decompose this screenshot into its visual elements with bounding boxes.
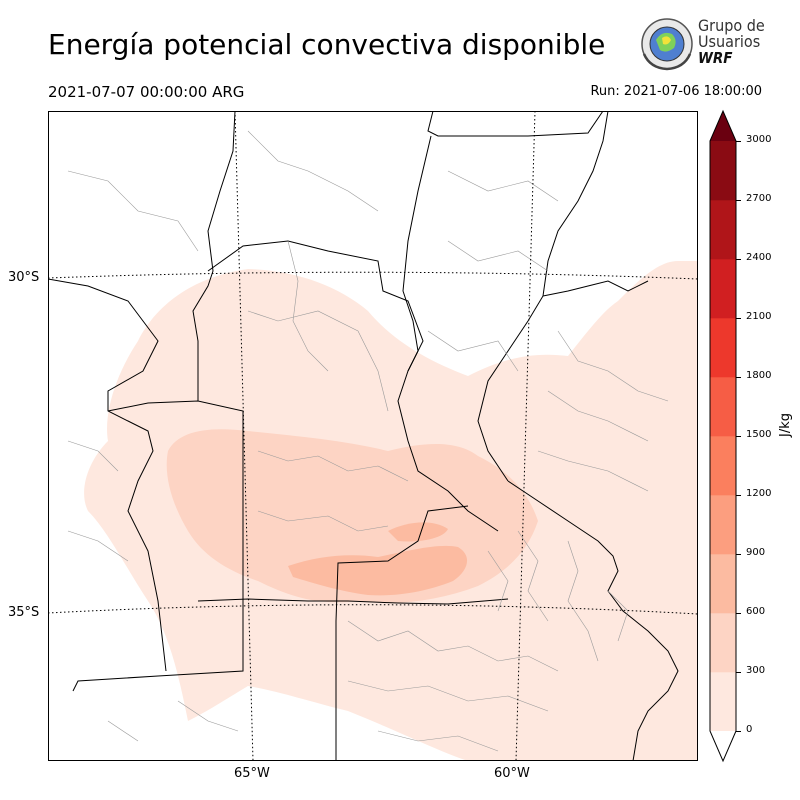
- province-boundary: [72, 400, 244, 692]
- lon-line-65w: [234, 111, 254, 761]
- colorbar-tick-label: 1800: [746, 370, 772, 381]
- colorbar-tick-mark: [736, 435, 741, 437]
- colorbar-tick-mark: [736, 730, 741, 732]
- colorbar-tick-label: 1500: [746, 429, 772, 440]
- province-boundary: [207, 240, 499, 532]
- colorbar-under-arrow: [710, 731, 736, 761]
- colorbar-tick-label: 0: [746, 724, 753, 735]
- colorbar-tick-mark: [736, 376, 741, 378]
- department-boundary: [67, 440, 239, 742]
- colorbar-segment: [710, 672, 736, 732]
- run-time: Run: 2021-07-06 18:00:00: [590, 84, 762, 99]
- wrf-logo: Grupo de Usuarios WRF: [638, 16, 768, 72]
- colorbar-segment: [710, 259, 736, 319]
- province-boundary: [48, 278, 167, 672]
- logo-line2: Usuarios: [698, 32, 761, 51]
- cape-shading: [84, 261, 698, 761]
- province-boundary: [335, 505, 469, 761]
- department-boundaries: [67, 130, 669, 752]
- colorbar-tick-mark: [736, 258, 741, 260]
- province-boundary: [197, 598, 509, 605]
- lon-line-60w: [515, 111, 536, 761]
- colorbar-segment: [710, 377, 736, 437]
- colorbar-segment: [710, 554, 736, 614]
- map-title: Energía potencial convectiva disponible: [48, 28, 606, 61]
- colorbar-segment: [710, 436, 736, 496]
- valid-time: 2021-07-07 00:00:00 ARG: [48, 83, 245, 101]
- department-boundary: [537, 330, 669, 492]
- colorbar-tick-label: 3000: [746, 134, 772, 145]
- colorbar-tick-label: 900: [746, 547, 766, 558]
- colorbar-tick-mark: [736, 671, 741, 673]
- colorbar-tick-label: 2100: [746, 311, 772, 322]
- province-boundary: [402, 135, 432, 372]
- lon-label-65w: 65°W: [234, 766, 270, 781]
- department-boundary: [67, 130, 389, 412]
- province-boundary: [542, 280, 649, 297]
- logo-line1: Grupo de: [698, 16, 765, 35]
- department-boundary: [427, 170, 559, 372]
- province-boundary: [192, 111, 236, 401]
- department-boundary: [257, 450, 409, 532]
- graticule: [48, 111, 698, 761]
- colorbar-segment: [710, 141, 736, 201]
- cape-band-600-900: [288, 545, 468, 596]
- province-boundary: [427, 111, 604, 137]
- colorbar-tick-mark: [736, 199, 741, 201]
- colorbar-tick-label: 2700: [746, 193, 772, 204]
- department-boundary: [347, 620, 559, 752]
- colorbar-tick-label: 600: [746, 606, 766, 617]
- lat-label-30s: 30°S: [8, 270, 40, 285]
- coastline-segment: [507, 480, 679, 761]
- colorbar-segment: [710, 318, 736, 378]
- colorbar-tick-label: 2400: [746, 252, 772, 263]
- wrf-globe-icon: [641, 18, 693, 71]
- colorbar-segment: [710, 613, 736, 673]
- colorbar-unit: J/kg: [778, 413, 793, 437]
- cape-map: [48, 111, 698, 761]
- cape-band-0-300: [608, 587, 698, 761]
- colorbar-tick-label: 1200: [746, 488, 772, 499]
- lat-line-35s: [48, 604, 698, 615]
- colorbar-tick-mark: [736, 494, 741, 496]
- lon-label-60w: 60°W: [494, 766, 530, 781]
- colorbar-tick-mark: [736, 612, 741, 614]
- colorbar-tick-mark: [736, 317, 741, 319]
- colorbar-tick-mark: [736, 553, 741, 555]
- colorbar-segment: [710, 495, 736, 555]
- colorbar-tick-label: 300: [746, 665, 766, 676]
- province-boundaries: [48, 111, 649, 761]
- colorbar-over-arrow: [710, 111, 736, 141]
- colorbar-segment: [710, 200, 736, 260]
- coastline: [507, 480, 679, 761]
- colorbar-tick-mark: [736, 140, 741, 142]
- cape-band-600-900: [388, 522, 448, 542]
- logo-line3: WRF: [698, 49, 733, 67]
- lat-line-30s: [48, 271, 698, 280]
- colorbar: [709, 109, 737, 763]
- map-frame: [48, 111, 698, 761]
- department-boundary: [487, 530, 629, 662]
- lat-label-35s: 35°S: [8, 605, 40, 620]
